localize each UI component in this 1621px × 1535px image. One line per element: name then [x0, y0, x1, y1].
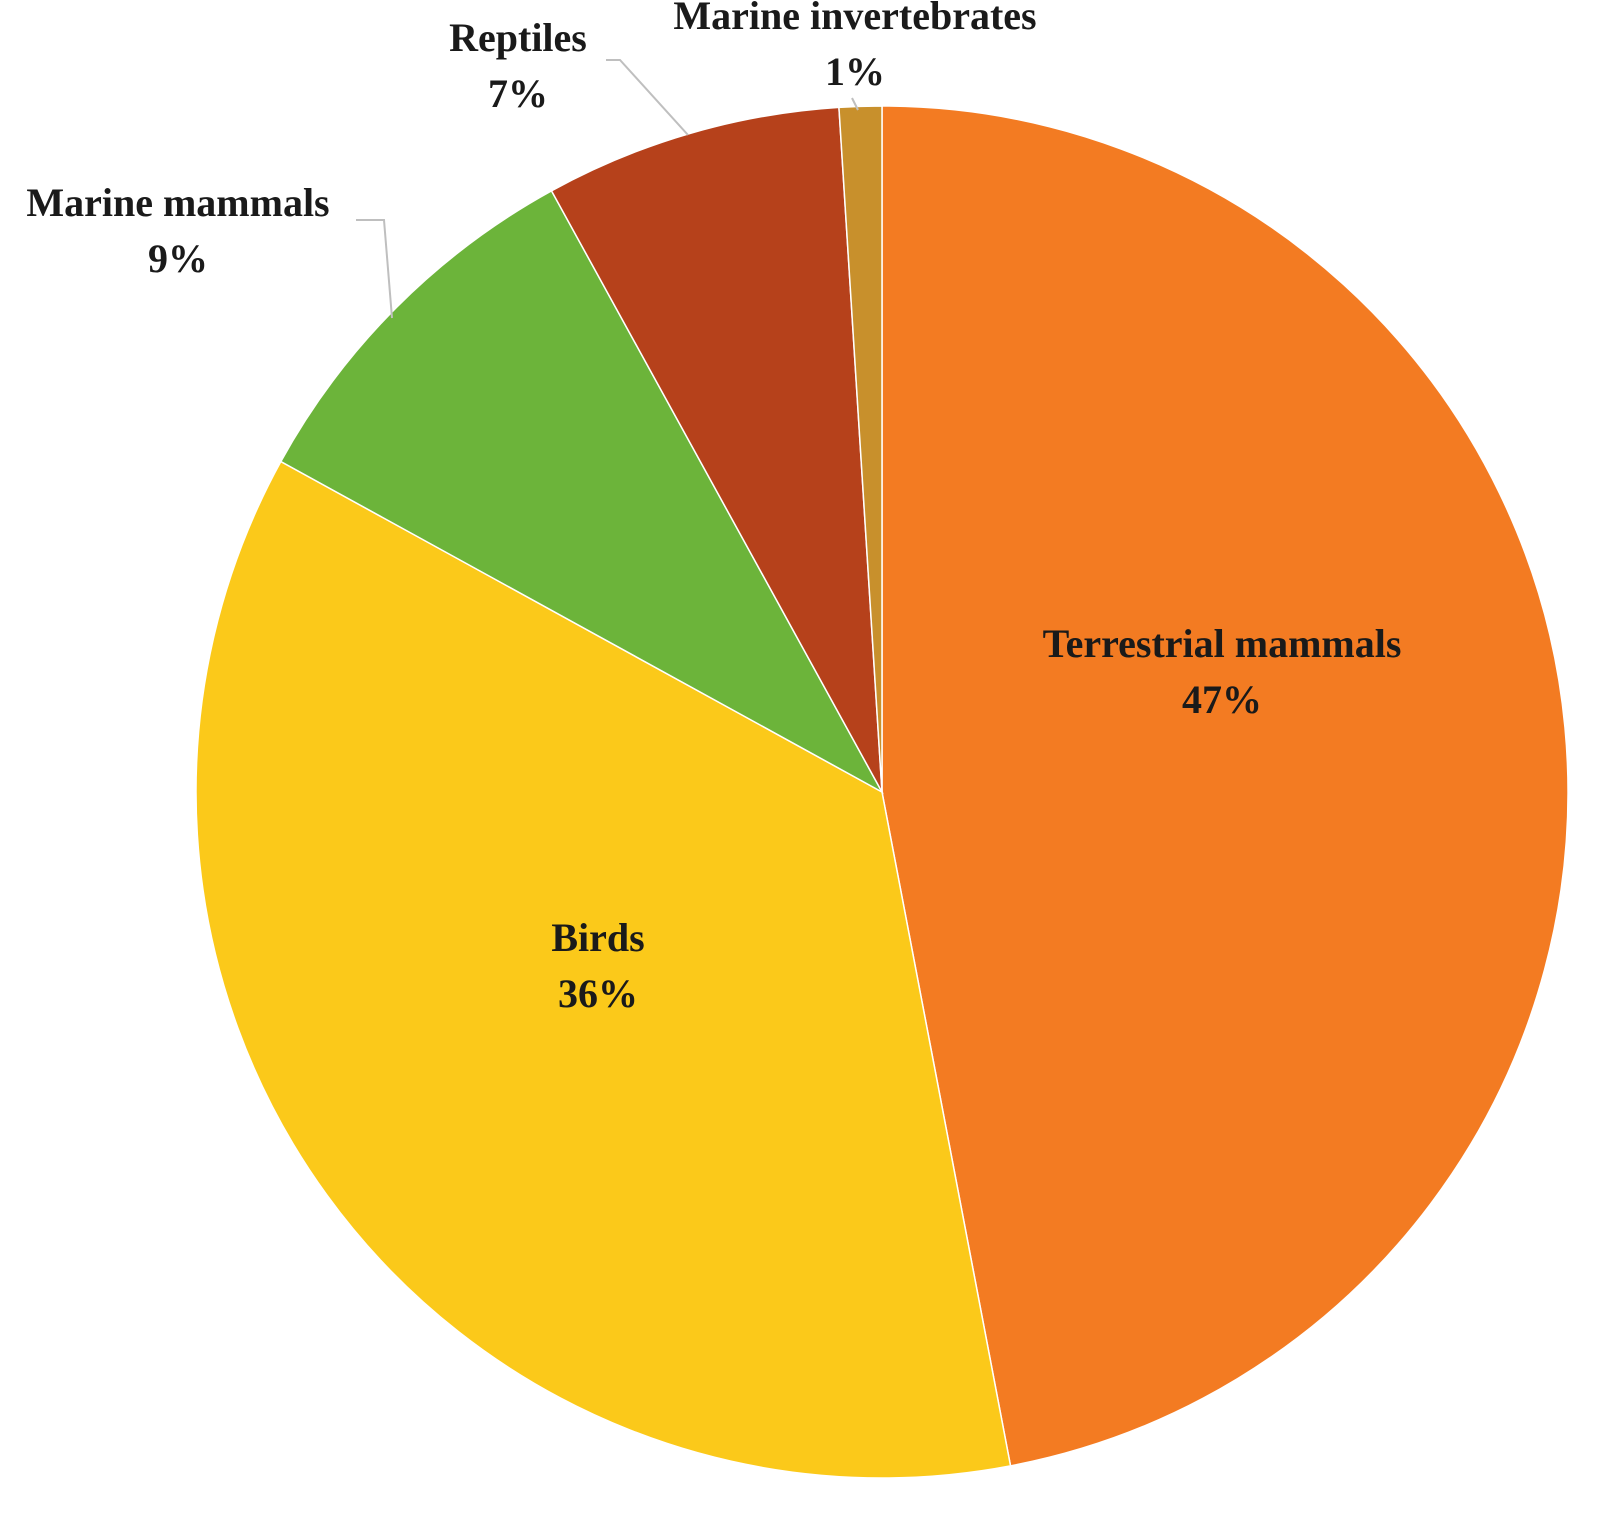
slice-value-label: 7%	[488, 71, 548, 116]
slice-value-label: 1%	[825, 49, 885, 94]
slice-label: Marine mammals	[26, 180, 329, 225]
pie	[195, 105, 1569, 1479]
leader-line	[356, 219, 393, 319]
slice-value-label: 9%	[148, 236, 208, 281]
slice-label: Reptiles	[449, 15, 587, 60]
slice-label: Marine invertebrates	[673, 0, 1036, 38]
labels: Terrestrial mammals 47% Birds 36% Marine mam…	[26, 0, 1401, 1016]
leader-line	[606, 59, 689, 136]
pie-slice	[881, 105, 1569, 1467]
slice-value-label: 47%	[1182, 677, 1262, 722]
pie-slice	[279, 189, 884, 794]
leader-line	[851, 97, 859, 111]
pie-slice	[550, 106, 883, 793]
pie-slice	[195, 460, 1012, 1479]
pie-slice	[838, 105, 883, 793]
slice-label: Terrestrial mammals	[1043, 621, 1402, 666]
slice-label: Birds	[551, 915, 644, 960]
slice-value-label: 36%	[558, 971, 638, 1016]
